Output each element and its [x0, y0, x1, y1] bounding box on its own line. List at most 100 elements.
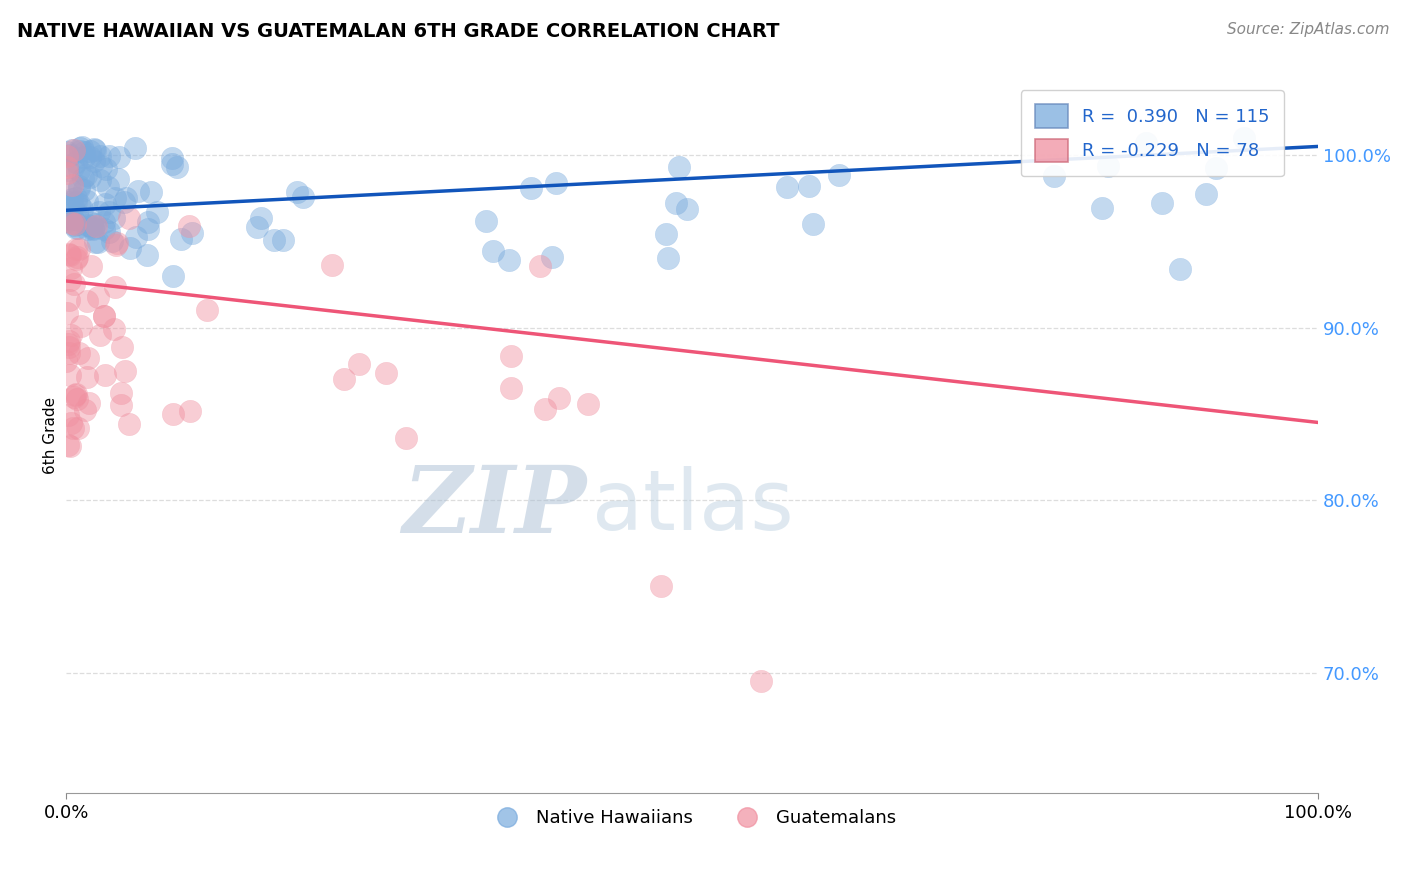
Point	[84, 217, 107, 231]
Point	[124, 230, 146, 244]
Point	[59, 368, 82, 383]
Point	[160, 157, 183, 171]
Point	[67, 242, 90, 256]
Point	[103, 280, 125, 294]
Point	[108, 150, 131, 164]
Point	[285, 186, 308, 200]
Point	[98, 205, 121, 219]
Point	[801, 217, 824, 231]
Point	[177, 219, 200, 233]
Point	[1150, 196, 1173, 211]
Point	[1195, 186, 1218, 201]
Point	[498, 253, 520, 268]
Point	[66, 217, 89, 231]
Point	[797, 178, 820, 193]
Point	[63, 277, 86, 292]
Point	[1205, 161, 1227, 175]
Point	[67, 421, 90, 435]
Point	[73, 182, 96, 196]
Point	[80, 259, 103, 273]
Point	[76, 194, 98, 208]
Point	[79, 170, 101, 185]
Point	[60, 178, 83, 192]
Text: ZIP: ZIP	[402, 462, 586, 552]
Point	[69, 318, 91, 333]
Point	[72, 170, 94, 185]
Point	[93, 309, 115, 323]
Point	[655, 227, 678, 241]
Point	[89, 328, 111, 343]
Point	[59, 416, 82, 430]
Point	[56, 194, 79, 209]
Point	[63, 390, 86, 404]
Point	[93, 215, 115, 229]
Point	[75, 168, 97, 182]
Point	[546, 176, 568, 190]
Point	[107, 172, 129, 186]
Point	[84, 219, 107, 234]
Point	[59, 182, 82, 196]
Point	[82, 221, 104, 235]
Point	[271, 233, 294, 247]
Point	[73, 150, 96, 164]
Point	[1042, 169, 1064, 183]
Point	[101, 234, 124, 248]
Point	[56, 197, 79, 211]
Point	[668, 160, 690, 174]
Point	[84, 144, 107, 158]
Point	[56, 211, 79, 226]
Point	[1091, 201, 1114, 215]
Point	[67, 179, 90, 194]
Point	[60, 192, 83, 206]
Point	[482, 244, 505, 258]
Point	[80, 219, 103, 233]
Point	[263, 233, 285, 247]
Point	[65, 387, 87, 401]
Point	[94, 368, 117, 383]
Point	[65, 217, 87, 231]
Point	[56, 145, 79, 159]
Point	[67, 345, 90, 359]
Point	[69, 141, 91, 155]
Point	[87, 289, 110, 303]
Point	[60, 260, 83, 275]
Point	[93, 222, 115, 236]
Point	[94, 197, 117, 211]
Point	[245, 219, 267, 234]
Point	[375, 367, 398, 381]
Point	[76, 221, 98, 235]
Point	[110, 398, 132, 412]
Point	[58, 334, 80, 348]
Point	[170, 232, 193, 246]
Point	[58, 409, 80, 423]
Point	[118, 417, 141, 432]
Point	[321, 258, 343, 272]
Point	[89, 149, 111, 163]
Point	[146, 204, 169, 219]
Point	[115, 191, 138, 205]
Point	[195, 303, 218, 318]
Point	[62, 211, 84, 226]
Point	[65, 191, 87, 205]
Point	[58, 340, 80, 354]
Point	[96, 161, 118, 176]
Point	[56, 337, 79, 351]
Point	[62, 200, 84, 214]
Point	[776, 180, 799, 194]
Point	[59, 273, 82, 287]
Point	[60, 216, 83, 230]
Point	[97, 225, 120, 239]
Point	[62, 160, 84, 174]
Point	[56, 214, 79, 228]
Point	[79, 151, 101, 165]
Point	[112, 194, 135, 209]
Point	[55, 161, 77, 175]
Point	[77, 351, 100, 366]
Point	[127, 184, 149, 198]
Point	[499, 381, 522, 395]
Point	[56, 306, 79, 320]
Point	[87, 235, 110, 249]
Legend: Native Hawaiians, Guatemalans: Native Hawaiians, Guatemalans	[482, 802, 903, 834]
Point	[66, 250, 89, 264]
Point	[63, 143, 86, 157]
